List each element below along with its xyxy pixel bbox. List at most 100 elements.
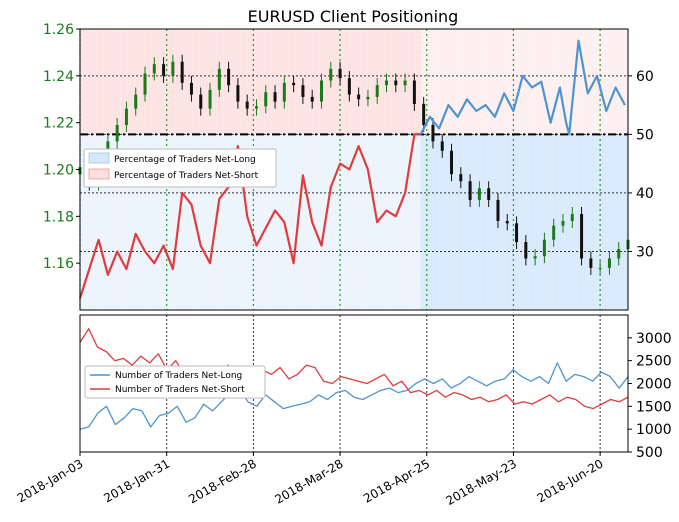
price-candle [487, 188, 491, 200]
tick-label-right: 1000 [636, 422, 672, 438]
chart-title: EURUSD Client Positioning [248, 7, 459, 26]
price-candle [124, 108, 128, 126]
price-candle [515, 223, 519, 243]
x-axis: 2018-Jan-03 2018-Jan-31 2018-Feb-28 2018-Ma… [15, 452, 606, 508]
legend-label: Number of Traders Net-Short [115, 385, 245, 395]
price-candle [134, 94, 138, 109]
legend-top: Percentage of Traders Net-Long Percentage… [83, 148, 277, 188]
price-candle [403, 80, 407, 86]
price-candle [570, 213, 574, 222]
price-candle [422, 103, 426, 126]
legend-bottom: Number of Traders Net-Long Number of Trad… [84, 365, 266, 399]
price-candle [440, 141, 444, 151]
price-candle [589, 258, 593, 268]
price-candle [292, 82, 296, 86]
price-candle [152, 64, 156, 74]
price-candle [208, 89, 212, 109]
net-long-area [420, 134, 628, 310]
price-candle [199, 94, 203, 109]
price-candle [394, 80, 398, 86]
tick-label-x: 2018-Apr-25 [361, 456, 432, 505]
legend-box [83, 148, 277, 188]
legend-label: Percentage of Traders Net-Long [114, 155, 256, 165]
tick-label-x: 2018-Mar-28 [272, 456, 345, 506]
legend-swatch [88, 152, 110, 164]
price-candle [607, 258, 611, 268]
price-candle [468, 181, 472, 200]
tick-label-right: 1500 [636, 399, 672, 415]
tick-label-right: 30 [636, 244, 654, 260]
legend-box [84, 365, 266, 399]
tick-label-left: 1.24 [43, 69, 74, 85]
price-candle [319, 80, 323, 102]
tick-label-x: 2018-Jan-03 [15, 456, 86, 505]
price-candle [245, 101, 249, 109]
tick-label-left: 1.18 [43, 209, 74, 225]
tick-label-right: 50 [636, 127, 654, 143]
price-candle [561, 221, 565, 226]
price-candle [217, 68, 221, 90]
legend-swatch [88, 168, 110, 180]
series-line-net-long-pct [419, 39, 626, 136]
bottom-panel: 500 1000 1500 2000 2500 3000 Number of Traders… [79, 314, 672, 461]
net-short-area-late [420, 29, 628, 135]
tick-label-x: 2018-Jan-31 [101, 456, 172, 505]
price-candle [366, 96, 370, 100]
price-candle [180, 61, 184, 83]
series-line-net-short-count [79, 328, 629, 410]
tick-label-right: 3000 [636, 331, 672, 347]
series-line-net-long-count [79, 362, 629, 430]
price-candle [580, 213, 584, 259]
price-candle [617, 249, 621, 259]
tick-label-x: 2018-May-23 [443, 456, 518, 508]
tick-label-x: 2018-Feb-28 [186, 456, 259, 506]
price-candle [310, 96, 314, 102]
price-candle [385, 80, 389, 86]
tick-label-right: 2500 [636, 354, 672, 370]
tick-label-right: 500 [636, 445, 663, 461]
price-candle [143, 73, 147, 95]
tick-label-right: 2000 [636, 377, 672, 393]
price-candle [533, 256, 537, 259]
legend-label: Number of Traders Net-Long [115, 371, 242, 381]
tick-label-left: 1.26 [43, 22, 74, 38]
price-candle [542, 239, 546, 257]
tick-label-right: 60 [636, 69, 654, 85]
tick-label-left: 1.22 [43, 116, 74, 132]
price-candle [115, 125, 119, 142]
tick-label-left: 1.16 [43, 256, 74, 272]
net-short-area [80, 29, 421, 135]
price-candle [273, 92, 277, 102]
price-candle [264, 92, 268, 107]
price-candle [412, 80, 416, 104]
price-candle [236, 85, 240, 102]
series-line-net-short-pct [78, 133, 421, 299]
price-candle [347, 78, 351, 95]
price-candle [505, 221, 509, 224]
price-candle [357, 94, 361, 100]
tick-label-x: 2018-Jun-20 [535, 456, 606, 505]
top-panel: 1.16 1.18 1.20 1.22 1.24 1.26 30 40 50 60 Percenta… [43, 22, 654, 311]
price-candle [431, 125, 435, 142]
price-candle [552, 225, 556, 240]
price-candle [301, 85, 305, 97]
price-candle [338, 68, 342, 79]
price-candle [329, 68, 333, 81]
tick-label-right: 40 [636, 186, 654, 202]
price-candle [162, 64, 166, 76]
tick-label-left: 1.20 [43, 163, 74, 179]
price-candle [598, 267, 602, 269]
price-candle [282, 82, 286, 102]
price-candle [450, 150, 454, 175]
price-candle [496, 199, 500, 222]
legend-label: Percentage of Traders Net-Short [114, 171, 259, 181]
price-candle [227, 68, 231, 86]
price-candle [189, 82, 193, 95]
price-candle [459, 174, 463, 182]
price-candle [171, 61, 175, 76]
price-candle [254, 106, 258, 109]
price-candle [375, 85, 379, 97]
price-candle [524, 242, 528, 259]
